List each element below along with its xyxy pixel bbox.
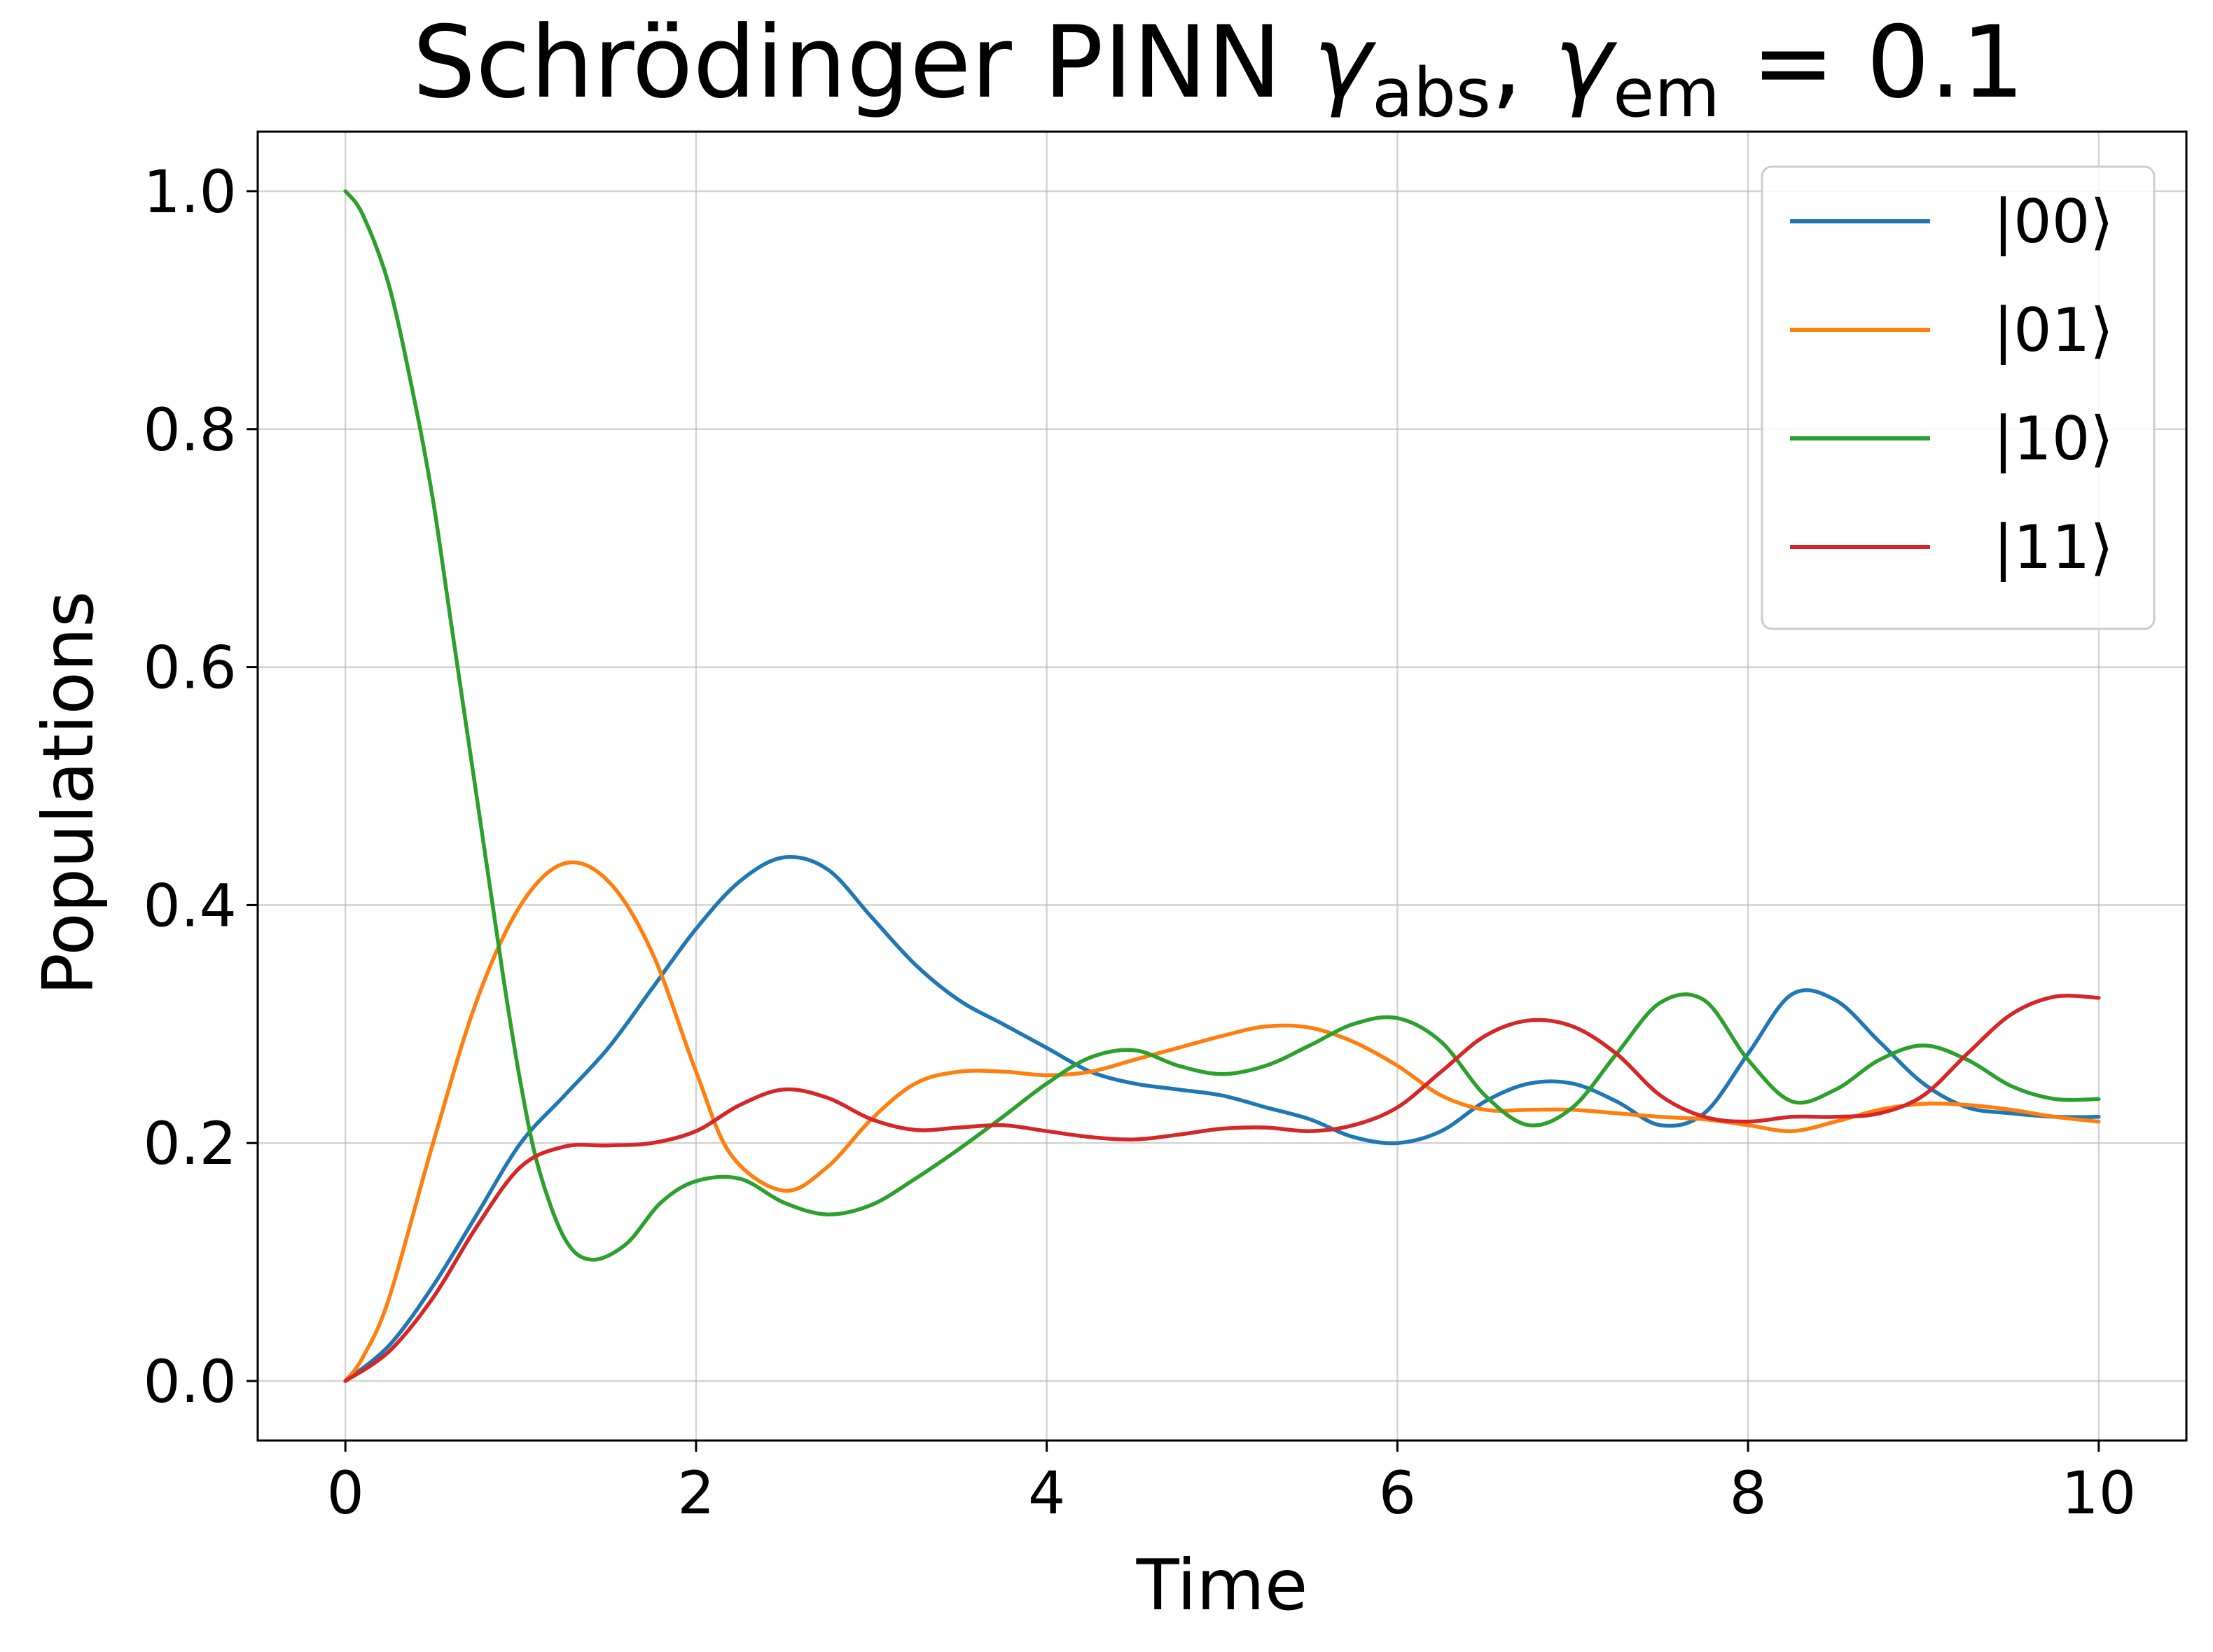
y-tick-label: 0.2 xyxy=(143,1109,237,1178)
title-tail: = 0.1 xyxy=(1720,5,2025,120)
chart-title: Schrödinger PINN γabs, γem = 0.1 xyxy=(412,5,2025,132)
title-gamma-abs: γ xyxy=(1313,5,1377,120)
y-tick-label: 0.8 xyxy=(143,396,237,464)
series-line-3 xyxy=(343,994,2101,1383)
x-tick-label: 4 xyxy=(1028,1459,1065,1527)
title-sub-abs: abs xyxy=(1372,54,1491,132)
x-axis-label: Time xyxy=(1136,1544,1308,1626)
series-lines xyxy=(343,189,2101,1383)
legend-frame xyxy=(1761,165,2156,630)
title-sub-em: em xyxy=(1613,54,1720,132)
x-tick-label: 0 xyxy=(326,1459,363,1527)
series-line-2 xyxy=(343,189,2101,1262)
tick-marks: 0 2 4 6 8 10 0.0 0.2 0.4 0.6 0.8 1.0 xyxy=(143,158,2136,1527)
title-comma: , xyxy=(1491,5,1554,120)
x-tick-label: 6 xyxy=(1379,1459,1416,1527)
series-line-0 xyxy=(343,855,2101,1383)
plot-frame xyxy=(256,130,2188,1442)
series-line-1 xyxy=(343,860,2101,1383)
y-tick-label: 0.0 xyxy=(143,1347,237,1416)
y-axis-label: Populations xyxy=(27,591,109,996)
legend-label: |11⟩ xyxy=(1993,513,2114,583)
legend-label: |10⟩ xyxy=(1993,404,2114,474)
axes xyxy=(256,130,2188,1442)
y-tick-label: 0.4 xyxy=(143,871,237,940)
title-gamma-em: γ xyxy=(1554,5,1618,120)
legend: |00⟩ |01⟩ |10⟩ |11⟩ xyxy=(1761,165,2156,630)
title-main: Schrödinger PINN xyxy=(412,5,1313,120)
legend-label: |01⟩ xyxy=(1993,296,2114,366)
x-tick-label: 2 xyxy=(677,1459,714,1527)
legend-label: |00⟩ xyxy=(1993,187,2114,257)
x-tick-label: 8 xyxy=(1729,1459,1766,1527)
y-tick-label: 0.6 xyxy=(143,634,237,702)
x-tick-label: 10 xyxy=(2061,1459,2136,1527)
y-tick-label: 1.0 xyxy=(143,158,237,226)
